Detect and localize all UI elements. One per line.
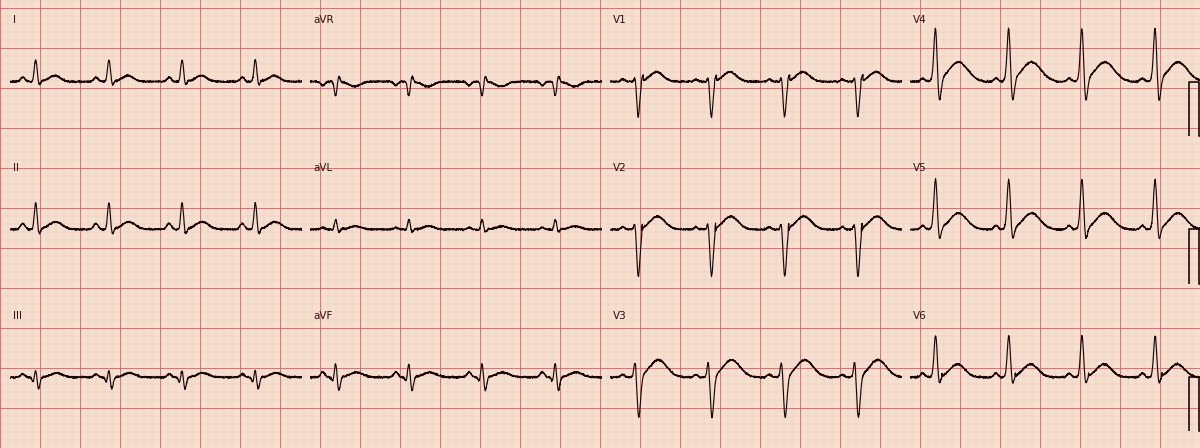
Text: V5: V5 bbox=[913, 163, 926, 173]
Text: II: II bbox=[13, 163, 19, 173]
Text: V1: V1 bbox=[613, 15, 626, 25]
Text: V3: V3 bbox=[613, 311, 626, 321]
Text: aVL: aVL bbox=[313, 163, 332, 173]
Text: V4: V4 bbox=[913, 15, 926, 25]
Text: aVR: aVR bbox=[313, 15, 334, 25]
Text: I: I bbox=[13, 15, 16, 25]
Text: aVF: aVF bbox=[313, 311, 332, 321]
Text: III: III bbox=[13, 311, 22, 321]
Text: V6: V6 bbox=[913, 311, 926, 321]
Text: V2: V2 bbox=[613, 163, 626, 173]
